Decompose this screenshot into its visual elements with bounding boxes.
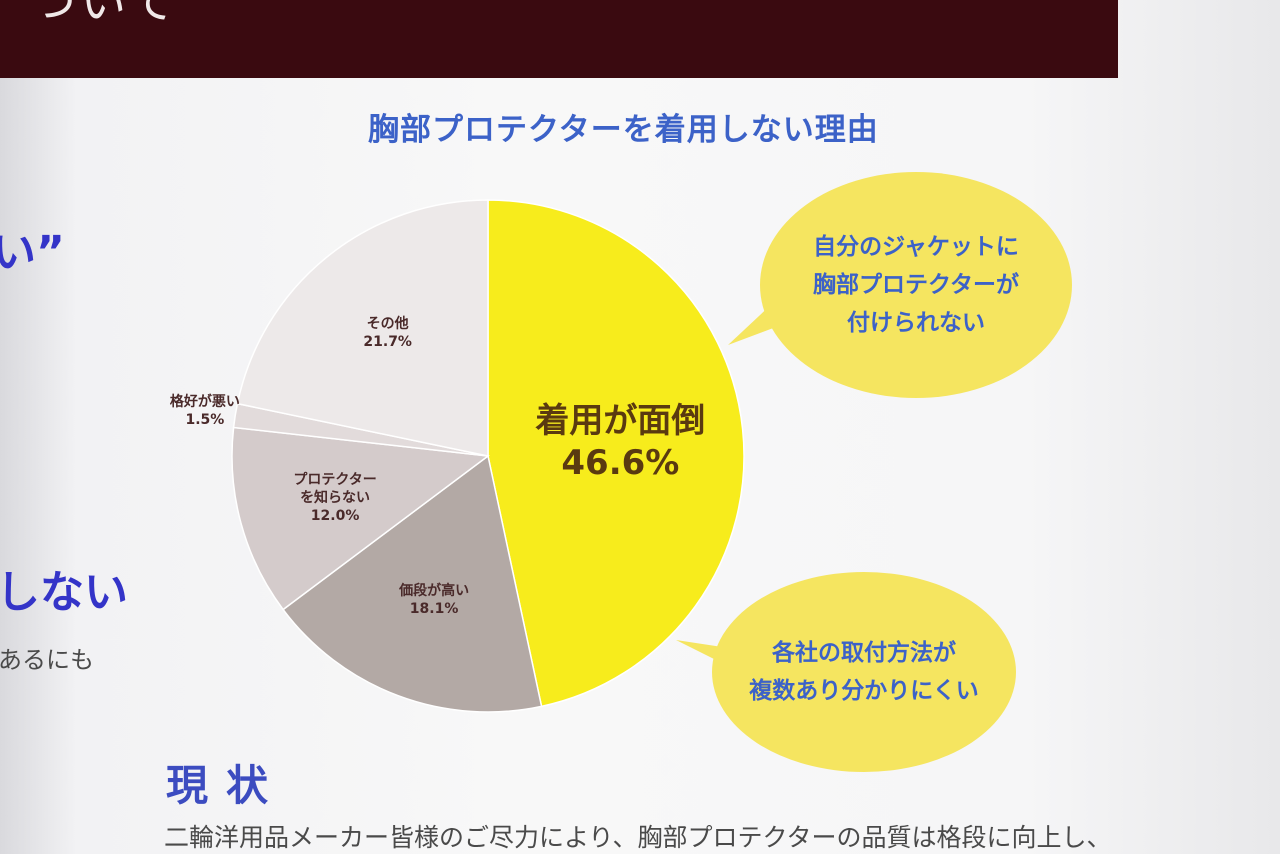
pie-slice-3: [231, 426, 490, 611]
callout-bottom-line-2: 複数あり分かりにくい: [749, 678, 979, 704]
section-heading: 現状: [166, 761, 287, 810]
pie-label-4: 格好が悪い 1.5%: [170, 393, 240, 429]
callout-bubble-top: 自分のジャケットに 胸部プロテクターが 付けられない: [760, 172, 1072, 398]
header-bar: ついて: [0, 0, 1118, 78]
pie-label-1: 着用が面倒 46.6%: [535, 400, 705, 484]
pie-label-text: を知らない: [300, 489, 371, 506]
pie-slice-1: [487, 199, 745, 708]
pie-value-label: 1.5%: [185, 411, 225, 428]
pie-label-text: 着用が面倒: [535, 401, 706, 441]
pie-slice-2: [282, 454, 543, 713]
side-heading-fragment: しない: [0, 567, 128, 618]
pie-value-label: 21.7%: [363, 333, 412, 350]
side-quote-fragment: い”: [0, 227, 65, 278]
pie-value-label: 46.6%: [561, 443, 680, 483]
body-text: 二輪洋用品メーカー皆様のご尽力により、胸部プロテクターの品質は格段に向上し、: [164, 823, 1112, 852]
pie-value-label: 18.1%: [409, 600, 459, 617]
pie-label-3: プロテクター を知らない 12.0%: [293, 471, 376, 525]
callout-top-line-3: 付けられない: [847, 310, 985, 336]
callout-top-line-2: 胸部プロテクターが: [812, 272, 1020, 298]
pie-label-5: その他 21.7%: [363, 315, 412, 351]
pie-label-text: 格好が悪い: [169, 393, 240, 410]
pie-value-label: 12.0%: [310, 507, 360, 524]
header-title-fragment: ついて: [30, 0, 179, 29]
side-text-fragment: あるにも: [0, 646, 94, 674]
callout-top-line-1: 自分のジャケットに: [813, 234, 1019, 260]
chart-title: 胸部プロテクターを着用しない理由: [368, 112, 879, 148]
callout-bottom-line-1: 各社の取付方法が: [771, 640, 956, 666]
pie-label-text: 価段が高い: [399, 582, 470, 599]
pie-label-text: プロテクター: [293, 471, 377, 488]
pie-slice-5: [236, 199, 489, 457]
pie-label-2: 価段が高い 18.1%: [399, 582, 469, 618]
pie-label-text: その他: [366, 315, 409, 332]
callout-bubble-bottom: 各社の取付方法が 複数あり分かりにくい: [712, 572, 1016, 772]
